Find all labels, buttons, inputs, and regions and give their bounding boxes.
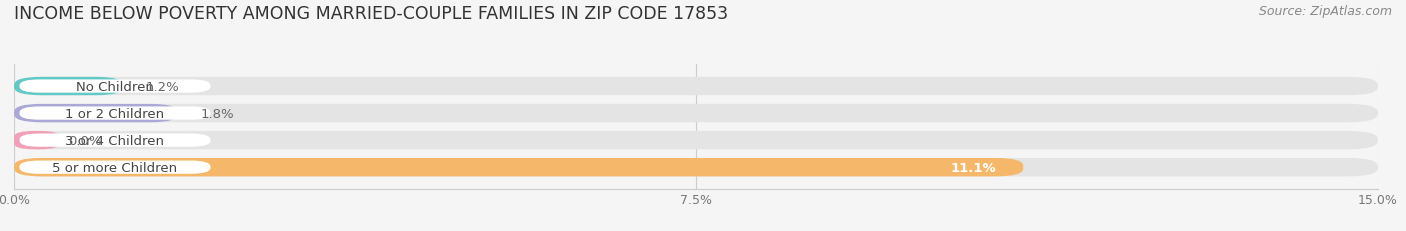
FancyBboxPatch shape [14, 131, 59, 150]
FancyBboxPatch shape [14, 158, 1378, 177]
FancyBboxPatch shape [20, 161, 211, 174]
FancyBboxPatch shape [14, 104, 177, 123]
Text: 1 or 2 Children: 1 or 2 Children [66, 107, 165, 120]
Text: 11.1%: 11.1% [950, 161, 995, 174]
Text: 1.8%: 1.8% [201, 107, 233, 120]
Text: INCOME BELOW POVERTY AMONG MARRIED-COUPLE FAMILIES IN ZIP CODE 17853: INCOME BELOW POVERTY AMONG MARRIED-COUPL… [14, 5, 728, 23]
Text: 5 or more Children: 5 or more Children [52, 161, 177, 174]
FancyBboxPatch shape [14, 77, 124, 96]
Text: 0.0%: 0.0% [69, 134, 103, 147]
Text: 1.2%: 1.2% [146, 80, 180, 93]
FancyBboxPatch shape [14, 104, 1378, 123]
FancyBboxPatch shape [14, 131, 1378, 150]
Text: No Children: No Children [76, 80, 153, 93]
FancyBboxPatch shape [14, 77, 1378, 96]
FancyBboxPatch shape [14, 158, 1024, 177]
FancyBboxPatch shape [20, 107, 211, 120]
FancyBboxPatch shape [20, 80, 211, 93]
Text: Source: ZipAtlas.com: Source: ZipAtlas.com [1258, 5, 1392, 18]
FancyBboxPatch shape [20, 134, 211, 147]
Text: 3 or 4 Children: 3 or 4 Children [66, 134, 165, 147]
